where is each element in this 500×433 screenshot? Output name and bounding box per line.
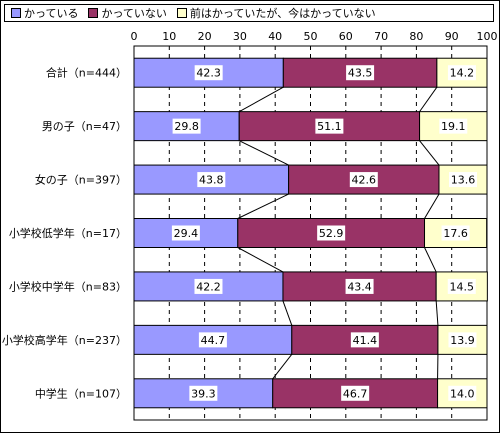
x-tick-label-10: 100 xyxy=(477,30,498,43)
value-label-6-1: 46.7 xyxy=(343,387,368,400)
value-label-bg-5-0 xyxy=(198,332,227,348)
value-label-bg-2-0 xyxy=(197,172,226,188)
x-tick-label-3: 30 xyxy=(233,30,247,43)
legend: かっている かっていない 前はかっていたが、今はかっていない xyxy=(4,4,494,22)
x-tick-label-1: 10 xyxy=(162,30,176,43)
x-tick-label-7: 70 xyxy=(374,30,388,43)
series-line-0-0 xyxy=(238,86,284,113)
value-label-2-1: 42.6 xyxy=(352,174,377,187)
value-label-bg-3-0 xyxy=(171,225,200,241)
legend-label-owned: かっている xyxy=(24,7,79,20)
value-label-bg-0-2 xyxy=(447,65,476,81)
value-label-bg-0-1 xyxy=(346,65,375,81)
series-line-3-1 xyxy=(424,247,437,273)
x-tick-label-4: 40 xyxy=(268,30,282,43)
series-line-4-0 xyxy=(282,300,293,326)
value-label-bg-1-2 xyxy=(439,118,468,134)
value-label-bg-3-2 xyxy=(441,225,470,241)
value-label-bg-3-1 xyxy=(317,225,346,241)
legend-item-not-owned: かっていない xyxy=(82,5,167,21)
series-line-1-0 xyxy=(238,140,289,166)
series-line-1-1 xyxy=(419,140,440,166)
bar-1-0 xyxy=(133,111,240,142)
legend-swatch-previously-owned xyxy=(176,8,187,18)
category-label-4: 小学校中学年（n=83） xyxy=(9,279,127,293)
x-tick-label-0: 0 xyxy=(131,30,138,43)
value-label-bg-5-2 xyxy=(448,332,477,348)
value-label-1-0: 29.8 xyxy=(174,120,199,133)
x-tick-label-9: 90 xyxy=(445,30,459,43)
series-line-3-0 xyxy=(237,247,284,273)
bar-2-2 xyxy=(438,164,488,195)
series-line-4-1 xyxy=(435,300,439,326)
category-label-3: 小学校低学年（n=17） xyxy=(9,226,127,240)
value-label-1-2: 19.1 xyxy=(441,120,466,133)
category-label-5: 小学校高学年（n=237） xyxy=(2,333,127,347)
value-label-3-2: 17.6 xyxy=(443,227,468,240)
value-label-5-2: 13.9 xyxy=(450,334,475,347)
value-label-0-0: 42.3 xyxy=(196,67,221,80)
value-label-bg-6-0 xyxy=(189,385,218,401)
value-label-bg-4-1 xyxy=(345,278,374,294)
legend-label-previously-owned: 前はかっていたが、今はかっていない xyxy=(189,7,376,20)
value-label-3-0: 29.4 xyxy=(174,227,199,240)
value-label-bg-4-0 xyxy=(194,278,223,294)
value-label-bg-0-0 xyxy=(194,65,223,81)
value-label-bg-2-2 xyxy=(448,172,477,188)
value-label-bg-1-0 xyxy=(172,118,201,134)
value-label-4-0: 42.2 xyxy=(196,280,221,293)
value-label-5-1: 41.4 xyxy=(353,334,378,347)
x-tick-label-8: 80 xyxy=(409,30,423,43)
value-label-bg-6-2 xyxy=(448,385,477,401)
series-line-2-1 xyxy=(424,193,440,219)
legend-swatch-owned xyxy=(11,8,21,18)
category-label-6: 中学生（n=107） xyxy=(35,386,127,400)
value-label-bg-1-1 xyxy=(315,118,344,134)
series-line-0-1 xyxy=(419,86,438,112)
x-tick-label-5: 50 xyxy=(304,30,318,43)
category-label-2: 女の子（n=397） xyxy=(35,173,127,187)
value-label-bg-5-1 xyxy=(350,332,379,348)
x-tick-label-2: 20 xyxy=(198,30,212,43)
series-line-2-0 xyxy=(237,193,289,219)
value-label-bg-4-2 xyxy=(447,278,476,294)
legend-item-previously-owned: 前はかっていたが、今はかっていない xyxy=(171,5,376,21)
legend-label-not-owned: かっていない xyxy=(101,7,167,20)
legend-item-owned: かっている xyxy=(5,5,78,21)
value-label-1-1: 51.1 xyxy=(317,120,342,133)
value-label-5-0: 44.7 xyxy=(201,334,226,347)
x-tick-label-6: 60 xyxy=(339,30,353,43)
value-label-6-0: 39.3 xyxy=(191,387,216,400)
legend-swatch-not-owned xyxy=(88,8,99,18)
value-label-4-2: 14.5 xyxy=(450,280,475,293)
value-label-bg-6-1 xyxy=(341,385,370,401)
value-label-6-2: 14.0 xyxy=(450,387,475,400)
category-label-0: 合計（n=444） xyxy=(46,66,127,80)
value-label-2-0: 43.8 xyxy=(199,174,224,187)
value-label-0-2: 14.2 xyxy=(450,67,475,80)
value-label-4-1: 43.4 xyxy=(347,280,372,293)
category-label-1: 男の子（n=47） xyxy=(42,120,127,133)
value-label-2-2: 13.6 xyxy=(451,174,476,187)
series-line-5-0 xyxy=(272,354,293,380)
value-label-bg-2-1 xyxy=(349,172,378,188)
value-label-0-1: 43.5 xyxy=(348,67,373,80)
value-label-3-1: 52.9 xyxy=(319,227,344,240)
